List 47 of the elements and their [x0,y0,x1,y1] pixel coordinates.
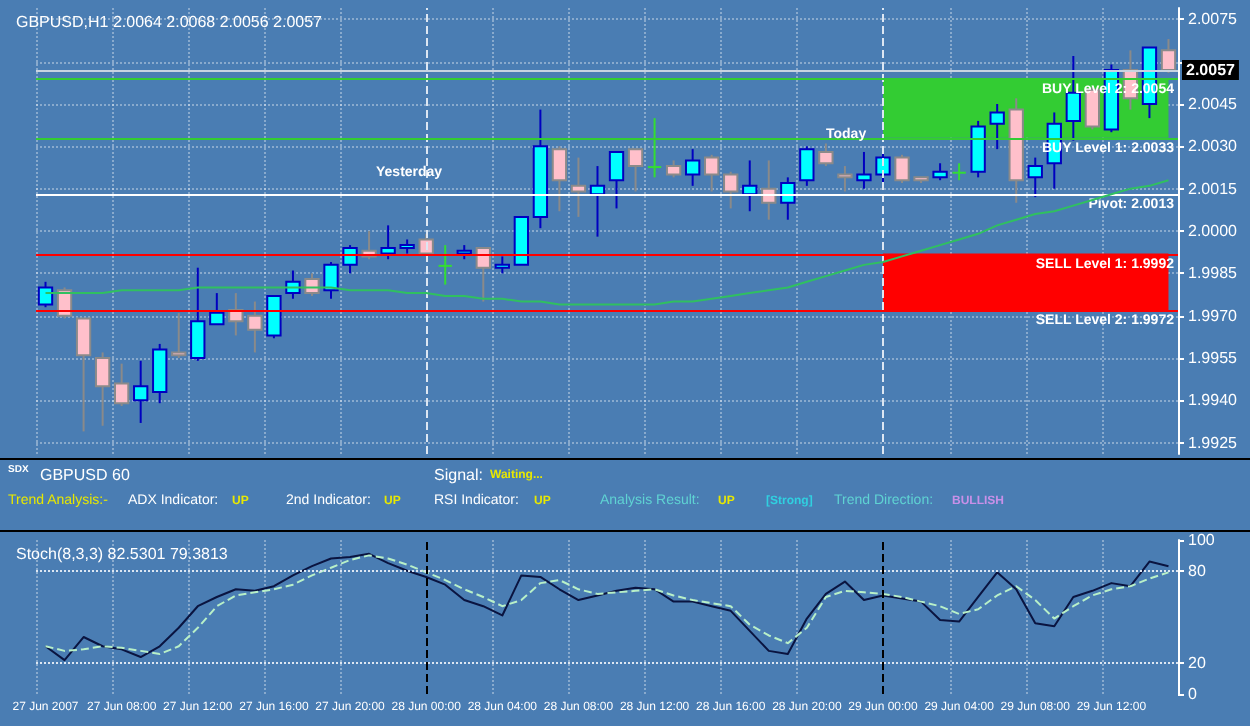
candlestick [627,148,644,193]
candlestick [837,165,853,193]
chart-title: GBPUSD,H1 2.0064 2.0068 2.0056 2.0057 [16,13,324,31]
candlestick [75,317,92,433]
candlestick [570,156,587,218]
candlestick [513,215,530,266]
y-tick-label: 2.0075 [1188,10,1239,29]
y-tick-label: 2.0030 [1188,137,1239,156]
candlestick [780,176,796,221]
candlestick [970,119,986,179]
y-tick-label: 2.0045 [1188,94,1239,113]
candlestick [37,280,54,309]
y-tick-label: 1.9925 [1188,433,1239,452]
y-tick-label: 1.9985 [1188,264,1239,283]
candlestick [704,153,720,193]
candlestick [647,117,662,179]
chart-title: Stoch(8,3,3) 82.5301 79.3813 [16,545,229,563]
ref-line-label: 2.0057 [1186,61,1237,80]
candlestick [551,145,568,213]
candlestick [94,351,111,427]
candlestick [818,142,834,168]
candlestick [171,311,187,360]
candlestick [475,246,491,303]
candlestick [113,362,130,408]
y-tick-label: 1.9970 [1188,306,1239,325]
candlestick [799,145,815,187]
candlestick [438,244,452,286]
candlestick [190,266,206,362]
y-tick-label: 100 [1188,531,1216,549]
y-tick-label: 1.9940 [1188,391,1239,410]
candlestick [723,170,739,210]
candlestick [209,292,225,326]
y-tick-label: 2.0015 [1188,179,1239,198]
candlestick [684,148,701,187]
candlestick [152,342,168,405]
candlestick [608,150,625,210]
y-tick-label: 80 [1188,561,1207,580]
y-tick-label: 0 [1188,685,1198,703]
text: GBPUSD 60 [40,466,130,484]
candlestick [989,102,1005,151]
candlestick [1027,156,1043,199]
y-tick-label: 20 [1188,654,1207,673]
y-tick-label: 2.0000 [1188,222,1239,240]
y-tick-label: 1.9955 [1188,349,1239,368]
candlestick [133,359,149,424]
candlestick [266,294,282,340]
text: Signal: [434,466,483,484]
